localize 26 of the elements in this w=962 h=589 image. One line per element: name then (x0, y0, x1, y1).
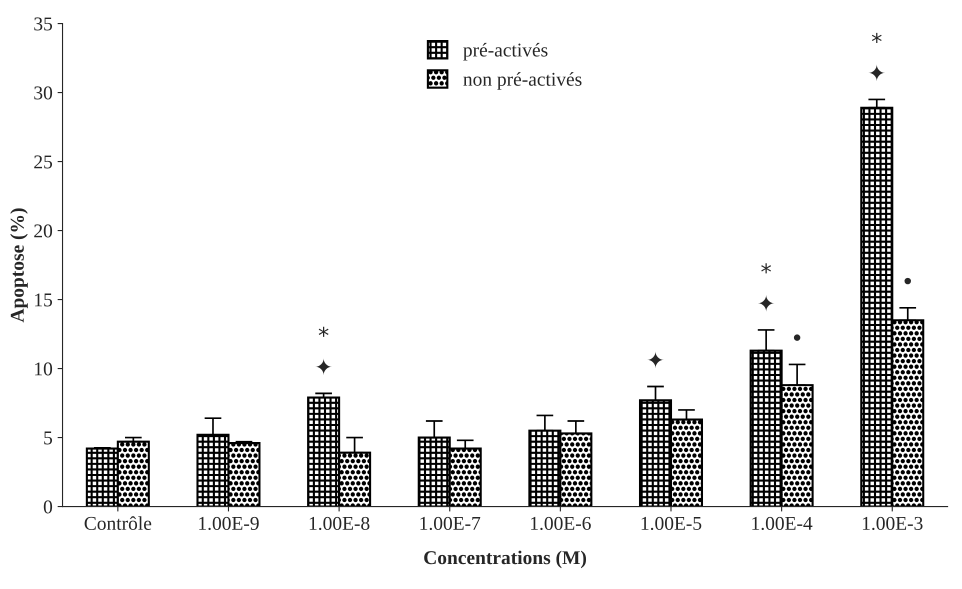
x-tick-label: 1.00E-9 (199, 516, 259, 530)
data-label: • (794, 334, 800, 341)
y-tick-label: 15 (35, 293, 52, 306)
x-tick-label: 1.00E-8 (310, 516, 370, 530)
x-tick-label: 1.00E-4 (752, 516, 812, 530)
data-label: * ✦ (758, 263, 775, 312)
legend-label: pré-activés (463, 42, 548, 61)
y-axis-title: Apoptose (%) (10, 208, 28, 322)
x-tick-label: 1.00E-5 (642, 516, 702, 530)
x-axis-title: Concentrations (M) (424, 550, 586, 568)
x-tick-label: 1.00E-7 (420, 516, 480, 530)
y-tick-label: 0 (44, 500, 52, 514)
x-tick-label: 1.00E-3 (862, 516, 923, 530)
x-tick-label: 1.00E-6 (531, 516, 591, 530)
y-tick-label: 10 (35, 362, 52, 376)
x-tick-label: Contrôle (84, 516, 152, 530)
y-tick-label: 30 (34, 86, 52, 100)
y-tick-label: 35 (34, 17, 52, 30)
y-tick-label: 25 (34, 155, 52, 168)
y-tick-label: 20 (34, 224, 52, 238)
y-tick-label: 5 (44, 432, 52, 444)
data-label: ✦ (647, 351, 664, 368)
data-label: * ✦ (868, 32, 886, 82)
data-label: • (904, 278, 911, 284)
legend-label: non pré-activés (463, 72, 582, 90)
data-label: * ✦ (315, 326, 332, 376)
